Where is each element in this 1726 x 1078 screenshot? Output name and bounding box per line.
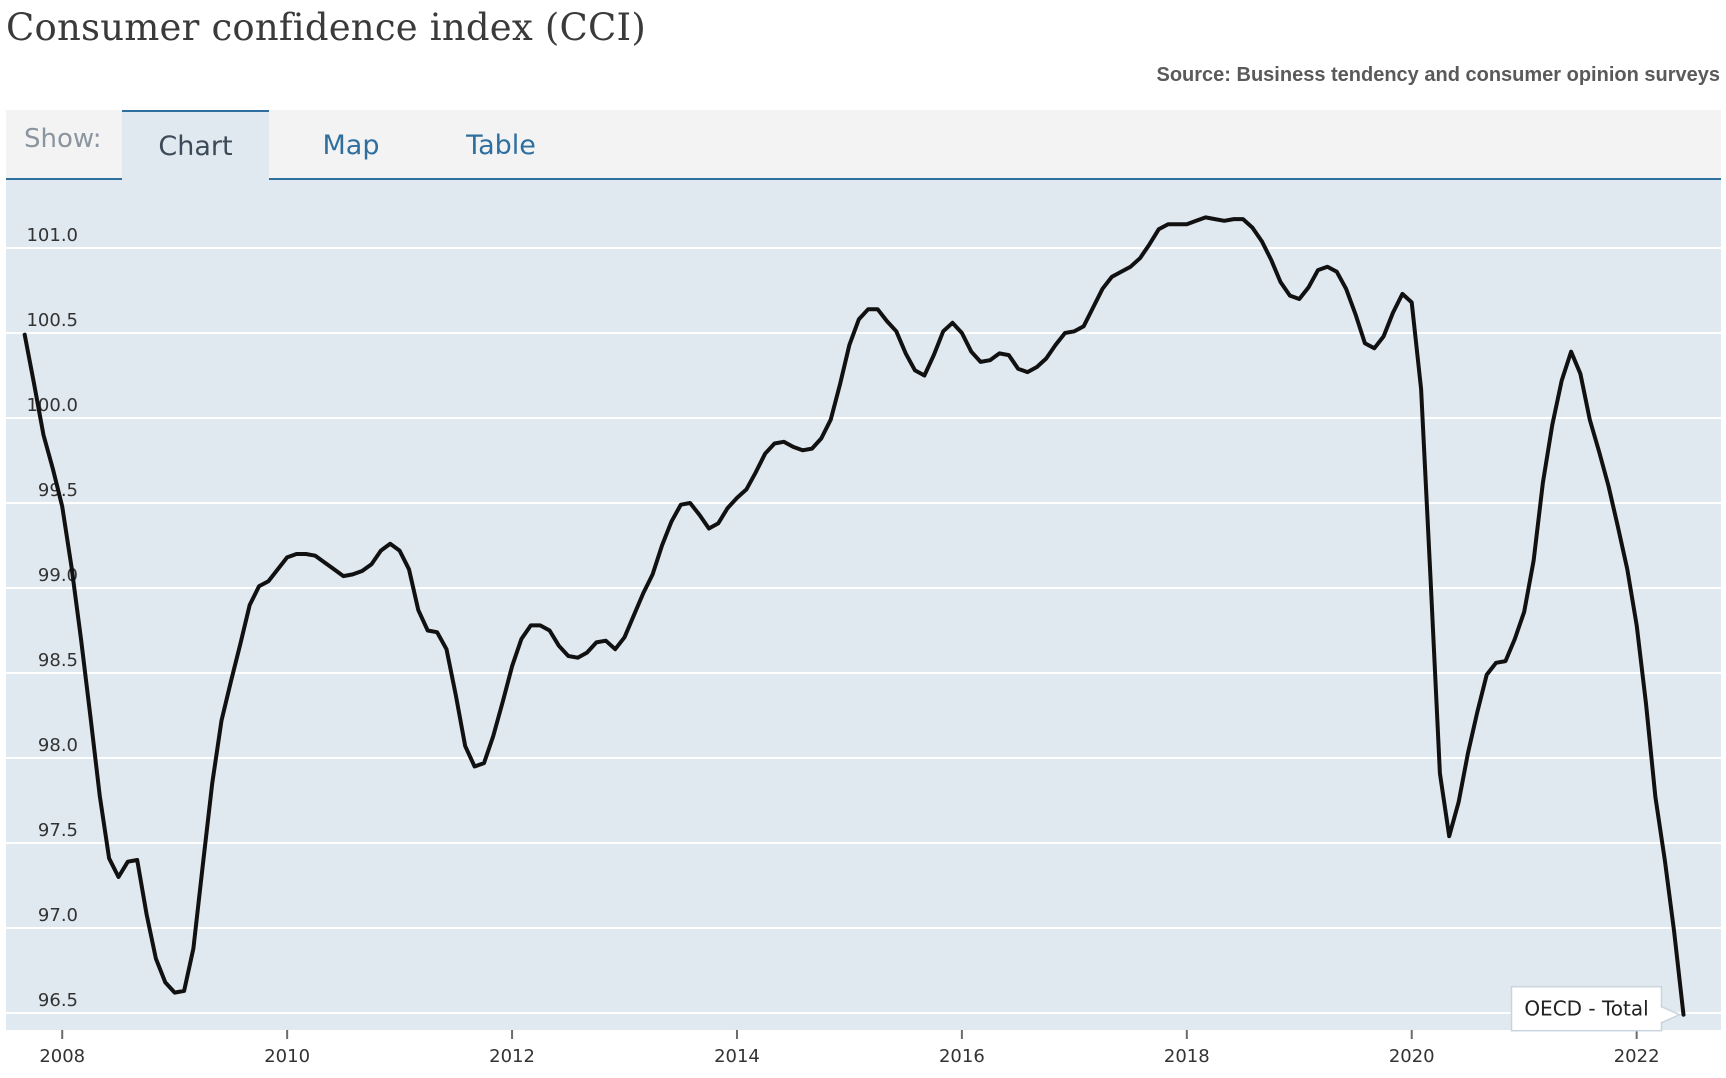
x-tick-label: 2010 bbox=[264, 1046, 310, 1067]
x-tick-label: 2008 bbox=[39, 1046, 85, 1067]
plot-area bbox=[6, 180, 1721, 1030]
y-tick-label: 101.0 bbox=[26, 225, 78, 246]
source-note: Source: Business tendency and consumer o… bbox=[1156, 64, 1721, 86]
x-tick-label: 2012 bbox=[489, 1046, 535, 1067]
y-tick-label: 97.0 bbox=[38, 905, 78, 926]
page-title: Consumer confidence index (CCI) bbox=[6, 6, 646, 49]
y-tick-label: 98.5 bbox=[38, 650, 78, 671]
x-axis-ticks: 2008 2010 2012 2014 2016 2018 2020 2022 bbox=[39, 1030, 1660, 1067]
y-tick-label: 97.5 bbox=[38, 820, 78, 841]
x-tick-label: 2016 bbox=[939, 1046, 985, 1067]
view-tab-bar: Show: Chart Map Table bbox=[6, 110, 1721, 181]
y-tick-label: 99.0 bbox=[38, 565, 78, 586]
series-layer bbox=[22, 215, 1686, 1017]
series-name-label: OECD - Total bbox=[1524, 997, 1648, 1021]
x-tick-label: 2014 bbox=[714, 1046, 760, 1067]
x-tick-label: 2022 bbox=[1614, 1046, 1660, 1067]
series-label: OECD - Total bbox=[1510, 985, 1682, 1032]
series-line bbox=[22, 215, 1686, 1017]
series-label-pointer-mask bbox=[1659, 1007, 1663, 1022]
tab-table[interactable]: Table bbox=[466, 129, 536, 161]
line-chart: 96.597.097.598.098.599.099.5100.0100.510… bbox=[6, 180, 1721, 1067]
series-label-box bbox=[1510, 985, 1663, 1032]
y-tick-label: 100.0 bbox=[26, 395, 78, 416]
y-tick-label: 100.5 bbox=[26, 310, 78, 331]
tab-chart[interactable]: Chart bbox=[122, 110, 269, 181]
y-tick-label: 96.5 bbox=[38, 990, 78, 1011]
grid-lines bbox=[6, 247, 1721, 1014]
x-tick-label: 2018 bbox=[1164, 1046, 1210, 1067]
y-tick-label: 98.0 bbox=[38, 735, 78, 756]
tab-map[interactable]: Map bbox=[322, 129, 380, 161]
show-label: Show: bbox=[24, 124, 102, 154]
x-tick-label: 2020 bbox=[1389, 1046, 1435, 1067]
